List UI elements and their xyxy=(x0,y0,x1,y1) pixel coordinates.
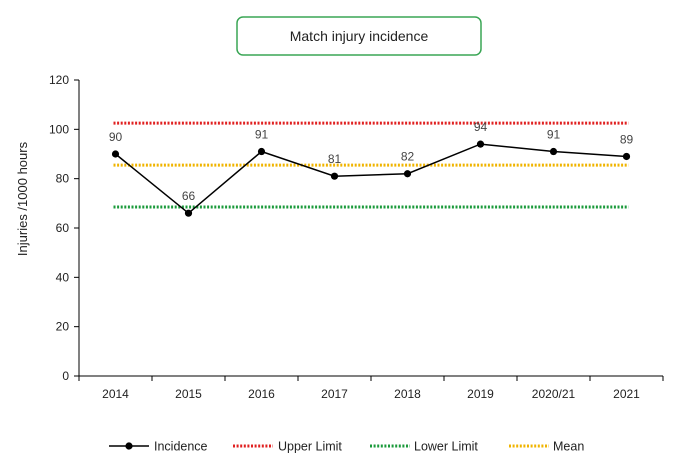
chart-title: Match injury incidence xyxy=(290,28,429,44)
legend-label-incidence: Incidence xyxy=(154,440,208,454)
data-label: 82 xyxy=(401,150,415,164)
x-tick-label: 2021 xyxy=(613,387,640,401)
x-tick-label: 2019 xyxy=(467,387,494,401)
data-point xyxy=(330,172,339,180)
data-point xyxy=(622,152,631,161)
y-tick-label: 100 xyxy=(49,122,69,136)
data-point xyxy=(549,147,558,156)
y-axis-title: Injuries /1000 hours xyxy=(15,141,30,256)
x-tick-label: 2020/21 xyxy=(532,387,576,401)
data-label: 89 xyxy=(620,132,634,146)
data-label: 66 xyxy=(182,189,196,203)
data-point xyxy=(257,147,266,156)
data-point xyxy=(403,170,412,178)
x-tick-label: 2015 xyxy=(175,387,202,401)
legend-label-lower-limit: Lower Limit xyxy=(414,440,478,454)
y-tick-label: 40 xyxy=(56,270,70,284)
y-tick-label: 20 xyxy=(56,320,70,334)
legend-marker-incidence xyxy=(125,442,133,450)
y-tick-label: 120 xyxy=(49,73,69,87)
data-label: 91 xyxy=(255,128,269,142)
title-box xyxy=(236,16,482,56)
y-tick-label: 60 xyxy=(56,221,70,235)
data-label: 94 xyxy=(474,120,488,134)
x-tick-label: 2018 xyxy=(394,387,421,401)
data-point xyxy=(184,209,193,217)
data-label: 90 xyxy=(109,130,123,144)
x-tick-label: 2014 xyxy=(102,387,129,401)
series-line-incidence xyxy=(115,143,627,215)
data-label: 91 xyxy=(547,128,561,142)
plot-area: 0 20 40 60 80 100 120 2014 2015 2016 2017 2018 2019 2… xyxy=(49,73,664,401)
data-point xyxy=(111,150,120,158)
x-tick-label: 2016 xyxy=(248,387,275,401)
legend: Incidence Upper Limit Lower Limit Mean xyxy=(109,440,584,454)
y-tick-label: 80 xyxy=(56,172,70,186)
data-point xyxy=(476,140,485,148)
y-tick-label: 0 xyxy=(62,369,69,383)
legend-label-upper-limit: Upper Limit xyxy=(278,440,342,454)
data-label: 81 xyxy=(328,152,342,166)
x-tick-label: 2017 xyxy=(321,387,348,401)
legend-label-mean: Mean xyxy=(553,440,584,454)
